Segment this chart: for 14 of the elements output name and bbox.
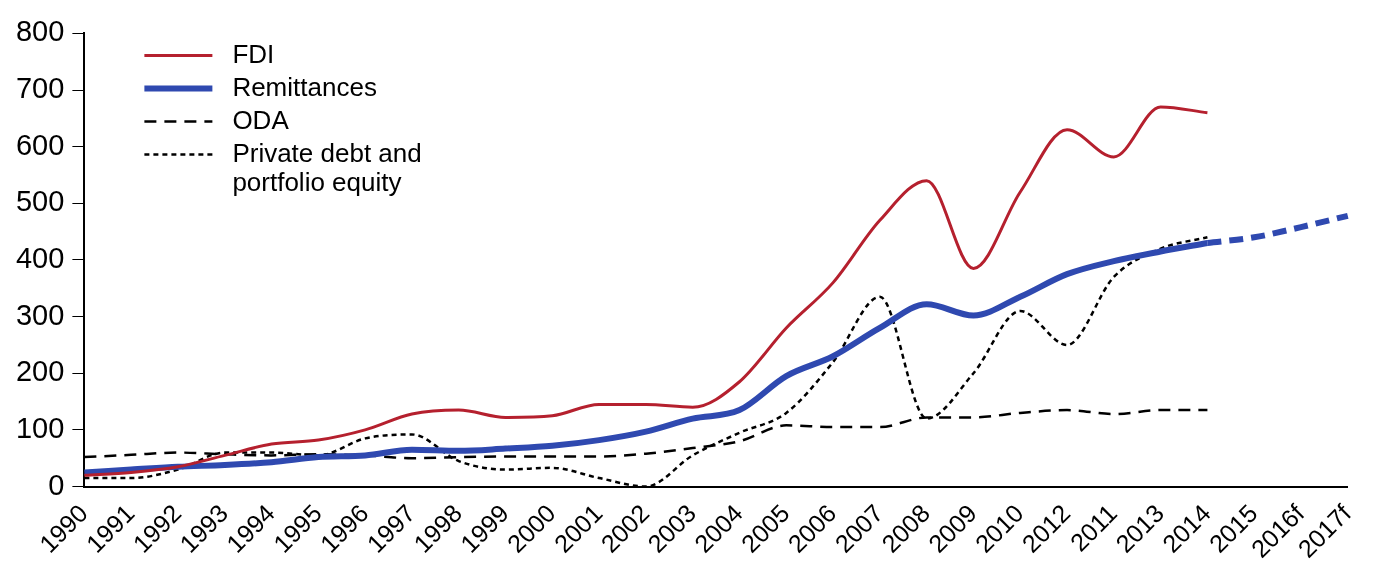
legend-label: ODA [232, 104, 290, 135]
y-tick-label: 500 [15, 185, 65, 218]
line-series [82, 105, 1209, 477]
y-tick-label: 100 [15, 411, 65, 444]
y-tick-label: 600 [15, 128, 65, 161]
y-tick-label: 300 [15, 298, 65, 331]
legend-label: Remittances [232, 71, 377, 102]
legend-label: Private debt and portfolio equity [232, 137, 422, 197]
y-tick-label: 0 [48, 468, 65, 501]
legend-label: FDI [232, 38, 275, 69]
y-tick-label: 700 [15, 72, 65, 105]
y-tick-label: 200 [15, 355, 65, 388]
y-tick-label: 400 [15, 241, 65, 274]
y-tick-label: 800 [15, 15, 65, 48]
